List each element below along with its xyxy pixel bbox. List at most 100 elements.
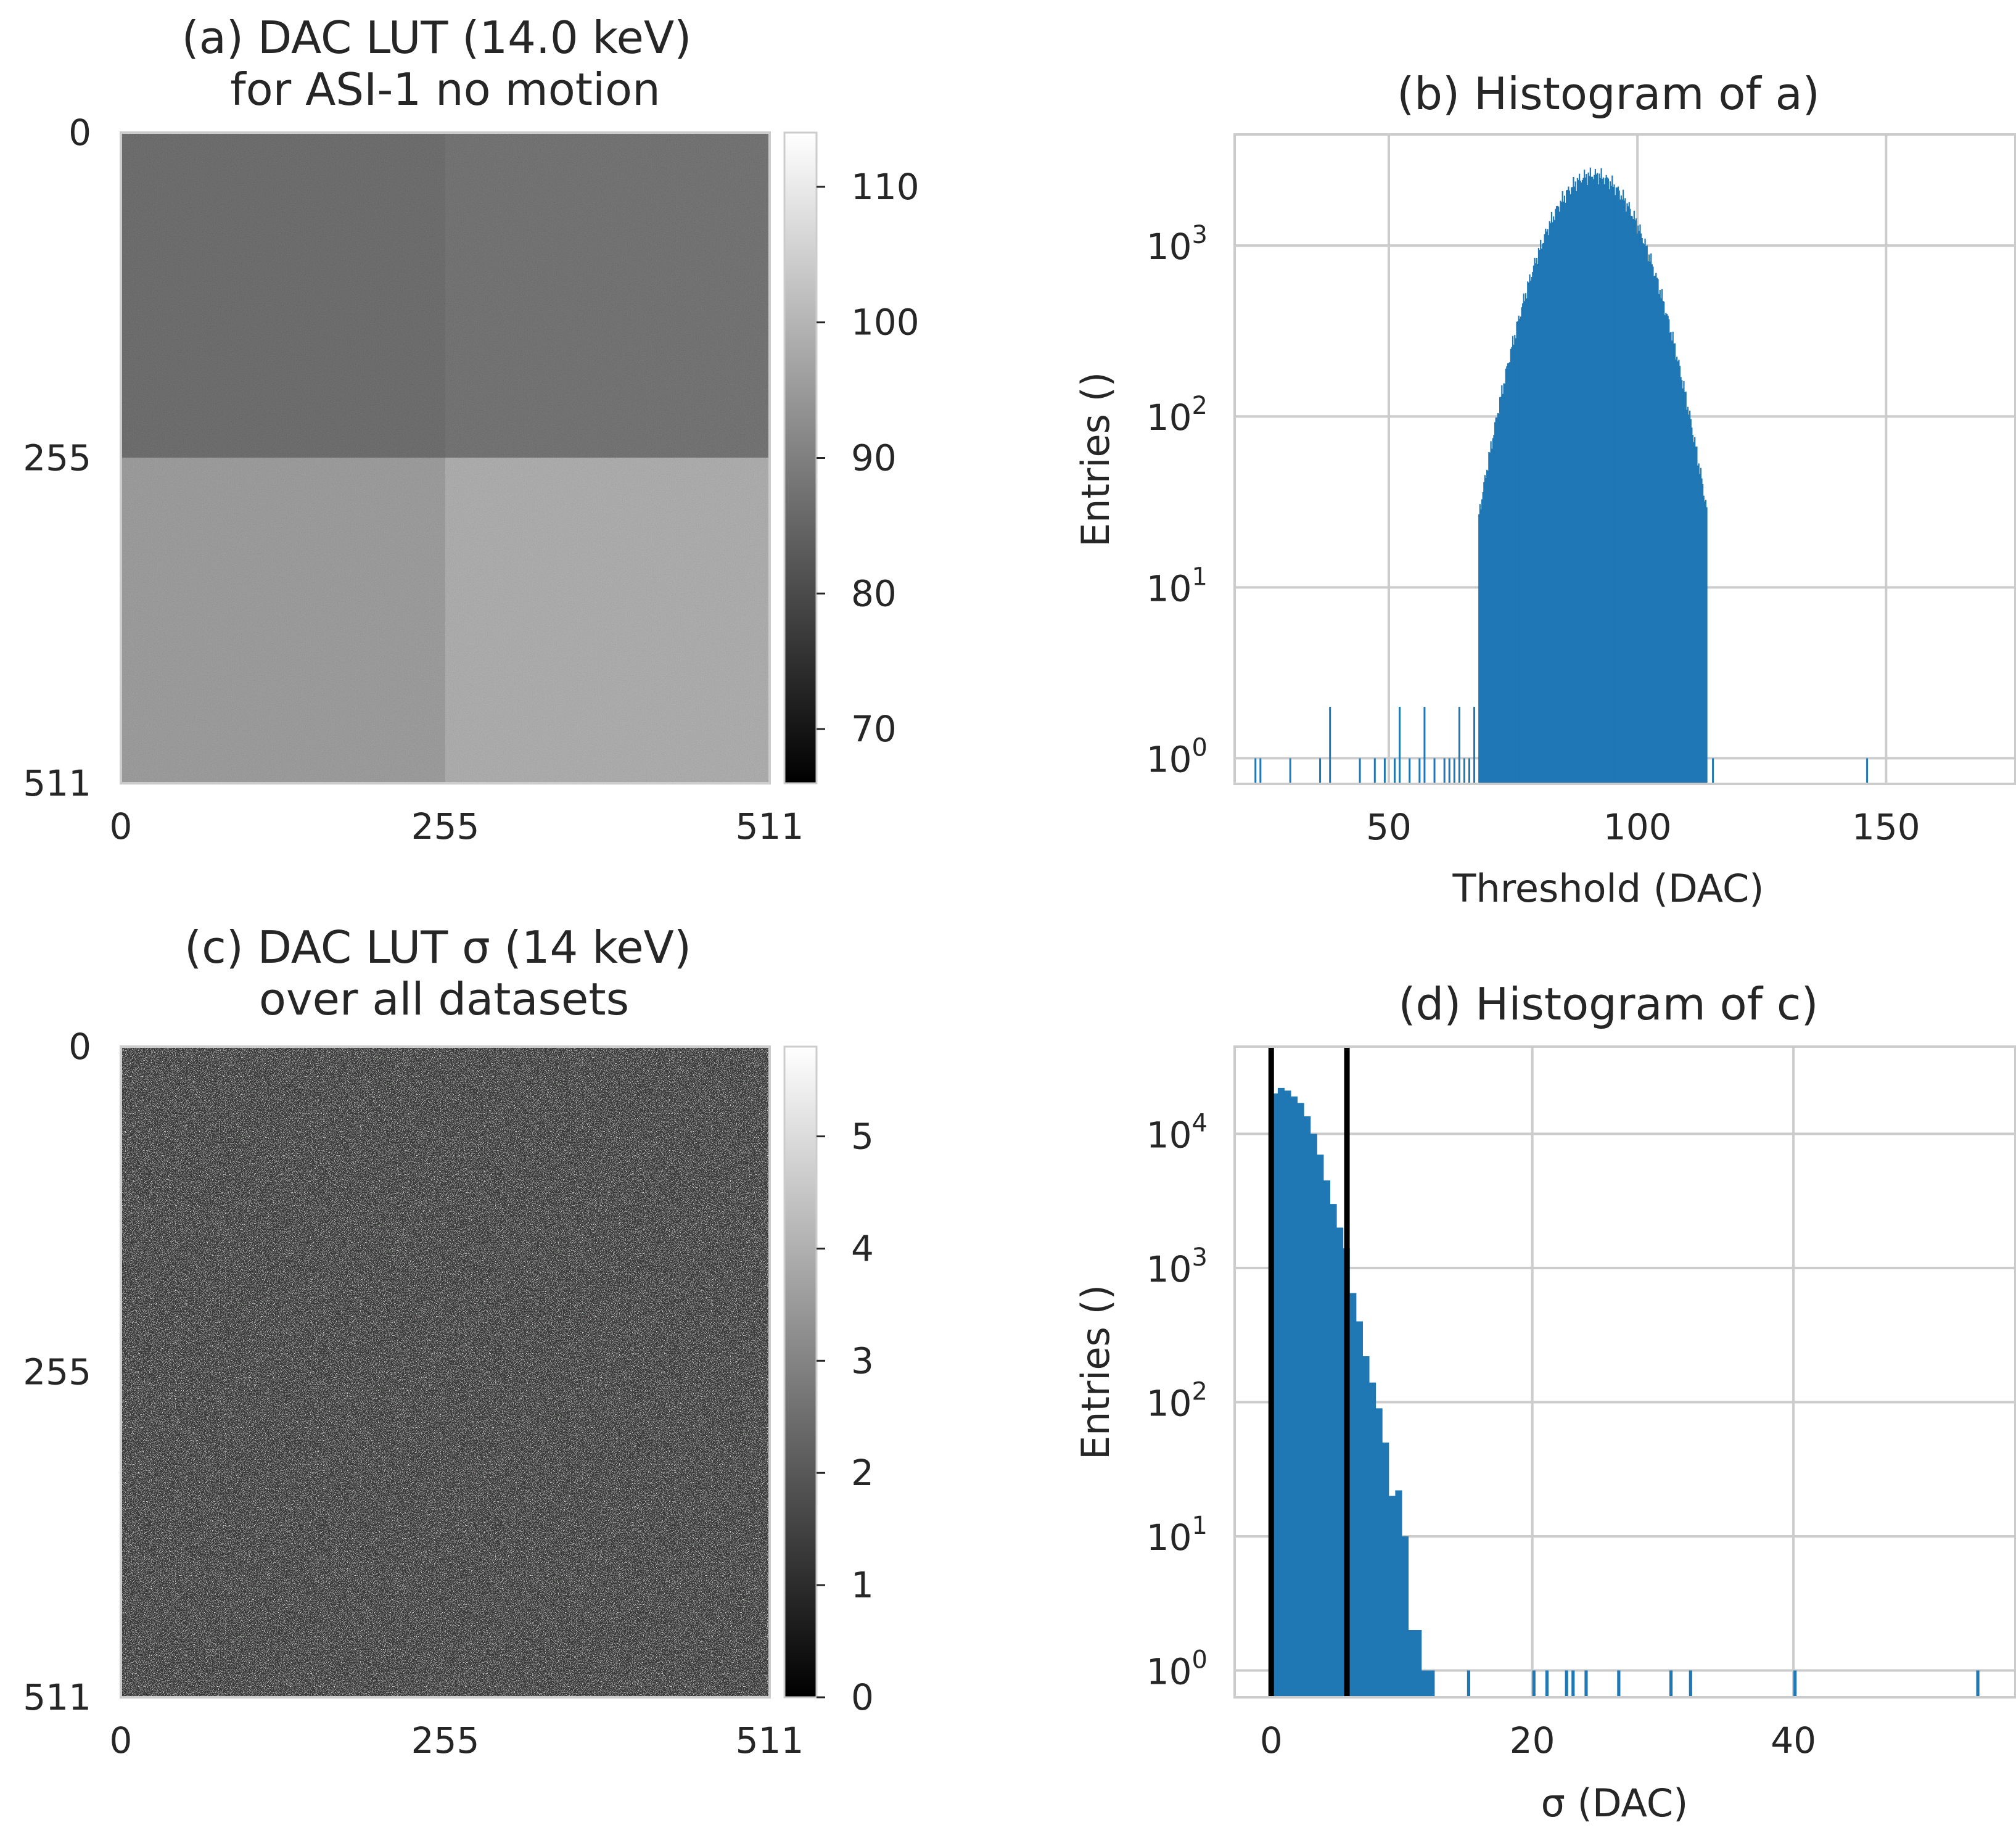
panel-b-bar xyxy=(1529,274,1531,785)
panel-b-bar xyxy=(1690,419,1692,784)
panel-b-bar xyxy=(1673,344,1675,784)
panel-b-bar xyxy=(1550,223,1552,785)
panel-b-bar xyxy=(1591,176,1594,784)
panel-b-bar xyxy=(1607,177,1608,784)
panel-b-bar xyxy=(1625,212,1627,784)
panel-d-histogram: (d) Histogram of c) 0 20 40 100 101 102 103 10… xyxy=(1073,978,2016,1826)
panel-a-colorbar-tick-110: 110 xyxy=(851,166,920,208)
panel-b-bar xyxy=(1573,176,1574,785)
panel-b-bar xyxy=(1663,302,1665,784)
panel-b-bar xyxy=(1647,261,1649,784)
panel-b-bar xyxy=(1652,266,1654,785)
panel-b-outlier-bar xyxy=(1458,707,1460,784)
panel-b-bar xyxy=(1568,186,1570,784)
panel-b-bar xyxy=(1655,273,1657,784)
panel-a-colorbar-tick-100: 100 xyxy=(851,302,920,344)
panel-a-heatmap: (a) DAC LUT (14.0 keV) for ASI-1 no moti… xyxy=(23,12,919,847)
panel-b-bar xyxy=(1502,393,1504,784)
panel-d-bar xyxy=(1401,1536,1409,1697)
panel-b-bar xyxy=(1553,216,1555,784)
panel-b-bar xyxy=(1701,478,1703,784)
panel-b-bar xyxy=(1695,447,1697,784)
panel-b-bar xyxy=(1584,170,1586,784)
panel-b-bar xyxy=(1480,509,1482,784)
panel-b-bar xyxy=(1616,187,1618,784)
panel-b-bar xyxy=(1486,469,1488,784)
panel-b-bar xyxy=(1632,219,1634,785)
panel-a-y-tick-511: 511 xyxy=(23,762,91,804)
panel-d-title: (d) Histogram of c) xyxy=(1398,978,1818,1030)
panel-b-bar xyxy=(1506,366,1508,784)
panel-b-bar xyxy=(1508,363,1510,784)
panel-b-bar xyxy=(1568,190,1571,785)
panel-b-bar xyxy=(1560,202,1563,785)
panel-b-bar xyxy=(1648,254,1650,784)
panel-c-title-line1: (c) DAC LUT σ (14 keV) xyxy=(184,921,691,973)
panel-b-outlier-bar xyxy=(1259,758,1262,784)
panel-b-outlier-bar xyxy=(1443,758,1446,784)
panel-b-bar xyxy=(1705,500,1707,784)
panel-b-outlier-bar xyxy=(1473,707,1476,784)
panel-b-bar xyxy=(1603,184,1605,784)
panel-d-bar xyxy=(1330,1204,1337,1697)
panel-c-x-tick-255: 255 xyxy=(411,1720,480,1761)
panel-b-outlier-bar xyxy=(1329,707,1331,784)
panel-b-bar xyxy=(1633,210,1635,784)
panel-b-bar xyxy=(1587,172,1589,785)
panel-a-x-tick-255: 255 xyxy=(411,805,480,847)
panel-b-histogram: (b) Histogram of a) 50 100 150 100 101 102 10… xyxy=(1073,68,2016,911)
panel-b-bar xyxy=(1547,229,1549,784)
panel-b-bar xyxy=(1515,338,1517,784)
panel-b-bar xyxy=(1617,186,1619,784)
panel-b-bar xyxy=(1550,212,1553,785)
panel-b-y-tick-10^0: 100 xyxy=(1146,733,1208,780)
panel-a-x-tick-511: 511 xyxy=(736,805,804,847)
panel-b-bar xyxy=(1706,507,1708,784)
panel-d-bar xyxy=(1565,1670,1568,1697)
panel-b-bar xyxy=(1490,441,1492,784)
panel-b-bar xyxy=(1646,245,1648,784)
panel-b-bar xyxy=(1532,272,1534,785)
panel-b-bar xyxy=(1529,281,1532,784)
panel-d-bar xyxy=(1584,1670,1588,1697)
panel-b-bar xyxy=(1670,331,1672,784)
panel-b-bar xyxy=(1584,177,1586,784)
panel-b-bar xyxy=(1589,176,1590,784)
panel-b-outlier-bar xyxy=(1712,758,1714,784)
panel-d-bar xyxy=(1571,1670,1575,1697)
panel-b-bar xyxy=(1624,198,1626,785)
panel-b-y-tick-10^2: 102 xyxy=(1146,392,1208,439)
panel-b-bar xyxy=(1557,205,1558,784)
panel-a-colorbar-tick-80: 80 xyxy=(851,572,897,614)
panel-d-bar xyxy=(1976,1670,1980,1697)
panel-c-colorbar xyxy=(784,1047,817,1697)
panel-b-bar xyxy=(1566,189,1568,784)
panel-c-colorbar-tick-4: 4 xyxy=(851,1227,874,1269)
panel-d-bar xyxy=(1793,1670,1797,1697)
panel-a-title-line1: (a) DAC LUT (14.0 keV) xyxy=(182,12,692,64)
panel-b-bar xyxy=(1555,208,1557,785)
panel-b-bar xyxy=(1544,234,1545,784)
panel-b-bar xyxy=(1689,410,1691,784)
panel-b-outlier-bar xyxy=(1399,707,1401,784)
panel-b-bar xyxy=(1651,264,1653,785)
panel-c-colorbar-tick-0: 0 xyxy=(851,1676,874,1718)
panel-b-bar xyxy=(1608,189,1610,784)
panel-a-frame xyxy=(120,131,771,785)
panel-d-x-tick-0: 0 xyxy=(1260,1720,1283,1761)
panel-b-bar xyxy=(1491,448,1493,784)
panel-c-colorbar-tick-2: 2 xyxy=(851,1452,874,1494)
panel-b-bar xyxy=(1622,189,1624,784)
panel-d-bar xyxy=(1349,1293,1357,1697)
panel-b-bar xyxy=(1483,482,1485,784)
panel-b-bar xyxy=(1511,347,1513,784)
panel-b-y-tick-10^1: 101 xyxy=(1146,562,1208,609)
panel-b-bar xyxy=(1513,344,1515,784)
panel-b-outlier-bar xyxy=(1383,758,1386,784)
panel-c-y-tick-255: 255 xyxy=(23,1351,91,1393)
panel-d-bar xyxy=(1336,1227,1344,1697)
panel-b-outlier-bar xyxy=(1418,758,1421,784)
panel-b-bar xyxy=(1675,359,1677,784)
panel-b-bar xyxy=(1545,231,1547,784)
panel-b-bar xyxy=(1520,316,1522,784)
